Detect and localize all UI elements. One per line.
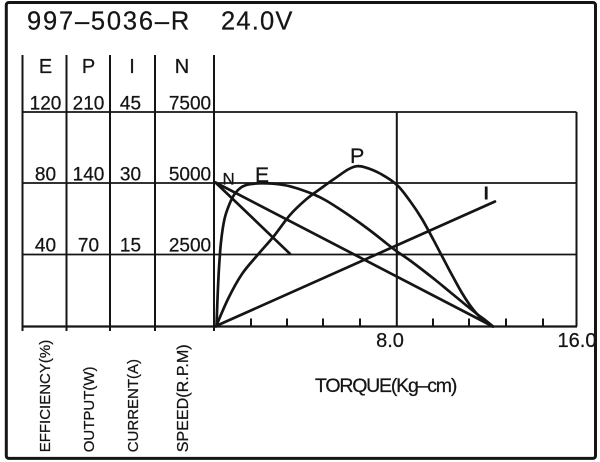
svg-text:8.0: 8.0 [376, 330, 404, 352]
svg-text:N: N [175, 56, 189, 78]
svg-text:120: 120 [30, 94, 62, 115]
svg-text:OUTPUT(W): OUTPUT(W) [81, 366, 98, 452]
svg-text:140: 140 [73, 165, 105, 186]
svg-text:SPEED(R.P.M): SPEED(R.P.M) [174, 344, 192, 452]
svg-text:997–5036–R: 997–5036–R [27, 8, 191, 36]
svg-text:N: N [223, 170, 235, 189]
svg-text:E: E [39, 56, 52, 78]
svg-text:5000: 5000 [169, 165, 211, 186]
svg-text:CURRENT(A): CURRENT(A) [125, 359, 142, 452]
svg-text:45: 45 [120, 94, 141, 115]
svg-text:I: I [129, 56, 135, 78]
svg-text:EFFICIENCY(%): EFFICIENCY(%) [37, 340, 54, 453]
svg-text:40: 40 [35, 236, 56, 257]
svg-text:TORQUE(Kg–cm): TORQUE(Kg–cm) [315, 375, 457, 397]
svg-text:30: 30 [120, 165, 141, 186]
svg-text:16.0: 16.0 [558, 330, 597, 352]
svg-text:70: 70 [78, 236, 99, 257]
svg-text:P: P [350, 144, 364, 168]
svg-text:2500: 2500 [169, 236, 211, 257]
svg-text:80: 80 [35, 165, 56, 186]
svg-text:24.0V: 24.0V [221, 8, 294, 36]
svg-text:E: E [255, 164, 269, 187]
svg-text:210: 210 [73, 94, 105, 115]
svg-text:P: P [82, 56, 95, 78]
svg-text:7500: 7500 [169, 94, 211, 115]
svg-text:15: 15 [120, 236, 141, 257]
